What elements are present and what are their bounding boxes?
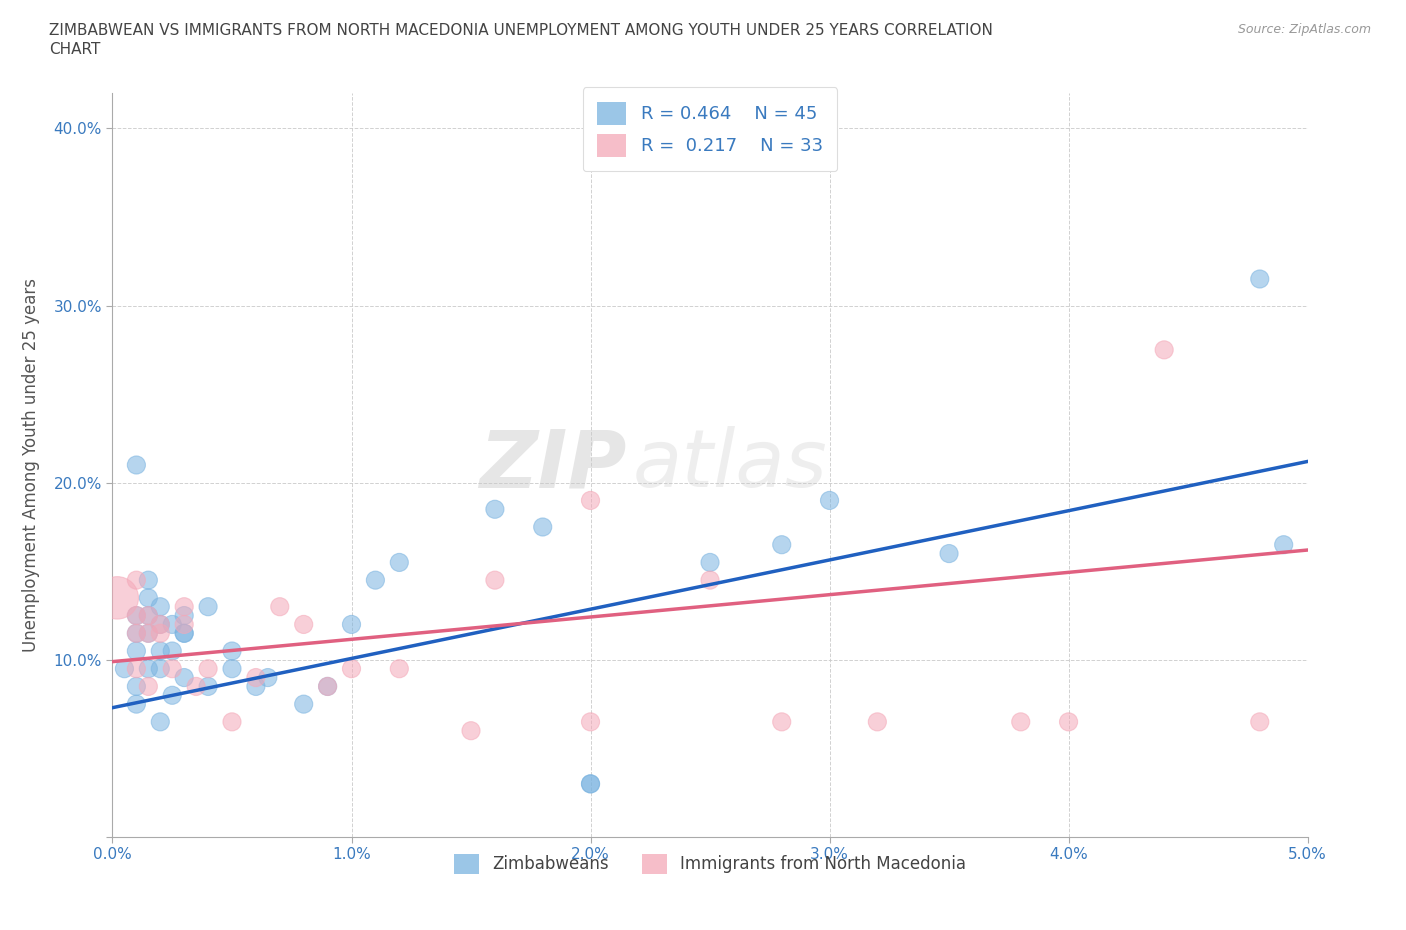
Point bbox=[257, 671, 280, 685]
Point bbox=[579, 777, 602, 791]
Point bbox=[770, 714, 793, 729]
Point bbox=[245, 671, 267, 685]
Point bbox=[292, 697, 315, 711]
Point bbox=[292, 617, 315, 631]
Point bbox=[699, 555, 721, 570]
Point bbox=[531, 520, 554, 535]
Text: CHART: CHART bbox=[49, 42, 101, 57]
Point bbox=[138, 626, 160, 641]
Point bbox=[125, 644, 148, 658]
Point bbox=[197, 679, 219, 694]
Point bbox=[149, 599, 172, 614]
Point bbox=[1057, 714, 1080, 729]
Point bbox=[1249, 272, 1271, 286]
Point bbox=[173, 617, 195, 631]
Point bbox=[866, 714, 889, 729]
Point bbox=[125, 661, 148, 676]
Point bbox=[173, 671, 195, 685]
Point bbox=[138, 608, 160, 623]
Point bbox=[162, 617, 183, 631]
Point bbox=[149, 661, 172, 676]
Point bbox=[114, 661, 135, 676]
Point bbox=[364, 573, 387, 588]
Point bbox=[138, 679, 160, 694]
Point bbox=[770, 538, 793, 552]
Point bbox=[340, 661, 363, 676]
Point bbox=[221, 644, 243, 658]
Point bbox=[197, 599, 219, 614]
Point bbox=[125, 626, 148, 641]
Point bbox=[484, 573, 506, 588]
Point bbox=[340, 617, 363, 631]
Point bbox=[269, 599, 291, 614]
Point bbox=[149, 617, 172, 631]
Point bbox=[1249, 714, 1271, 729]
Point bbox=[579, 714, 602, 729]
Point bbox=[149, 626, 172, 641]
Point bbox=[125, 608, 148, 623]
Point bbox=[125, 697, 148, 711]
Point bbox=[484, 502, 506, 517]
Point bbox=[125, 458, 148, 472]
Point bbox=[173, 608, 195, 623]
Point bbox=[138, 608, 160, 623]
Point bbox=[221, 661, 243, 676]
Point bbox=[138, 661, 160, 676]
Point bbox=[105, 591, 128, 605]
Point bbox=[138, 591, 160, 605]
Point bbox=[173, 626, 195, 641]
Point bbox=[162, 661, 183, 676]
Point bbox=[579, 493, 602, 508]
Legend: Zimbabweans, Immigrants from North Macedonia: Zimbabweans, Immigrants from North Maced… bbox=[447, 847, 973, 881]
Point bbox=[149, 644, 172, 658]
Point bbox=[579, 777, 602, 791]
Point bbox=[125, 608, 148, 623]
Point bbox=[316, 679, 339, 694]
Point bbox=[149, 617, 172, 631]
Point bbox=[173, 599, 195, 614]
Point bbox=[149, 714, 172, 729]
Point bbox=[125, 626, 148, 641]
Point bbox=[186, 679, 208, 694]
Point bbox=[138, 626, 160, 641]
Point bbox=[938, 546, 960, 561]
Point bbox=[818, 493, 841, 508]
Point bbox=[699, 573, 721, 588]
Point bbox=[245, 679, 267, 694]
Point bbox=[138, 573, 160, 588]
Point bbox=[162, 688, 183, 703]
Point bbox=[173, 626, 195, 641]
Point bbox=[1272, 538, 1295, 552]
Point bbox=[125, 573, 148, 588]
Point bbox=[162, 644, 183, 658]
Point bbox=[388, 555, 411, 570]
Point bbox=[221, 714, 243, 729]
Point bbox=[316, 679, 339, 694]
Text: Source: ZipAtlas.com: Source: ZipAtlas.com bbox=[1237, 23, 1371, 36]
Text: ZIMBABWEAN VS IMMIGRANTS FROM NORTH MACEDONIA UNEMPLOYMENT AMONG YOUTH UNDER 25 : ZIMBABWEAN VS IMMIGRANTS FROM NORTH MACE… bbox=[49, 23, 993, 38]
Point bbox=[1010, 714, 1032, 729]
Point bbox=[197, 661, 219, 676]
Point bbox=[460, 724, 482, 738]
Point bbox=[1153, 342, 1175, 357]
Point bbox=[388, 661, 411, 676]
Y-axis label: Unemployment Among Youth under 25 years: Unemployment Among Youth under 25 years bbox=[21, 278, 39, 652]
Text: ZIP: ZIP bbox=[479, 426, 627, 504]
Point bbox=[125, 679, 148, 694]
Text: atlas: atlas bbox=[633, 426, 827, 504]
